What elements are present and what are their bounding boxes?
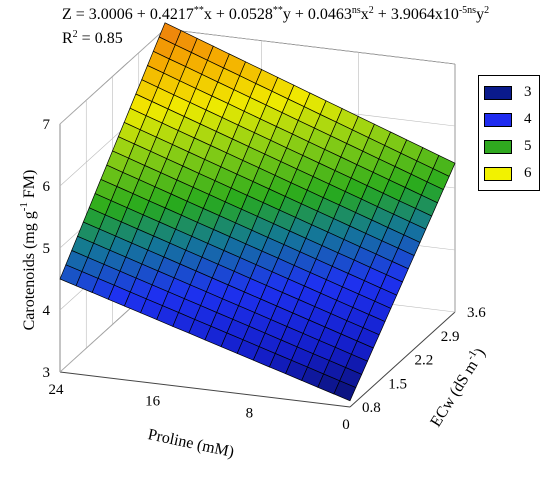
- legend: 3 4 5 6: [478, 75, 540, 191]
- x-tick-label: 16: [145, 394, 161, 410]
- x-tick-label: 24: [49, 382, 65, 398]
- legend-item-5: 5: [484, 136, 540, 158]
- legend-label: 3: [524, 84, 532, 100]
- z-tick-label: 3: [43, 365, 51, 381]
- legend-swatch: [484, 140, 512, 154]
- y-tick-label: 1.5: [388, 376, 407, 392]
- x-axis-title: Proline (mM): [146, 426, 235, 461]
- legend-label: 5: [524, 138, 532, 154]
- z-tick-label: 7: [43, 117, 51, 133]
- legend-item-4: 4: [484, 109, 540, 131]
- z-tick-label: 6: [43, 179, 51, 195]
- z-tick-label: 4: [43, 303, 51, 319]
- legend-swatch: [484, 167, 512, 181]
- r-squared: R2 = 0.85: [62, 29, 123, 48]
- x-tick-label: 0: [342, 417, 350, 433]
- y-tick-label: 3.6: [467, 305, 486, 321]
- z-axis-title: Carotenoids (mg g-1 FM): [18, 170, 38, 331]
- regression-equation: Z = 3.0006 + 0.4217**x + 0.0528**y + 0.0…: [62, 5, 490, 24]
- legend-label: 6: [524, 165, 532, 181]
- y-tick-label: 2.2: [415, 353, 434, 369]
- legend-label: 4: [524, 111, 532, 127]
- z-tick-label: 5: [43, 241, 51, 257]
- y-axis-line: [349, 311, 456, 408]
- legend-swatch: [484, 113, 512, 127]
- x-tick-label: 8: [246, 405, 254, 421]
- x-axis-line: [59, 371, 351, 408]
- legend-item-3: 3: [484, 82, 540, 104]
- surface-cell: [333, 380, 357, 402]
- legend-swatch: [484, 86, 512, 100]
- gridline-z: [164, 28, 456, 65]
- y-axis-title: ECw (dS m-1): [425, 344, 489, 430]
- surface-mesh: [59, 22, 456, 402]
- y-tick-label: 2.9: [441, 329, 460, 345]
- legend-item-6: 6: [484, 163, 540, 185]
- y-tick-label: 0.8: [362, 400, 381, 416]
